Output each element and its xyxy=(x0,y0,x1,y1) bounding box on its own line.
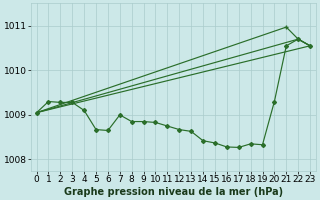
X-axis label: Graphe pression niveau de la mer (hPa): Graphe pression niveau de la mer (hPa) xyxy=(64,187,283,197)
